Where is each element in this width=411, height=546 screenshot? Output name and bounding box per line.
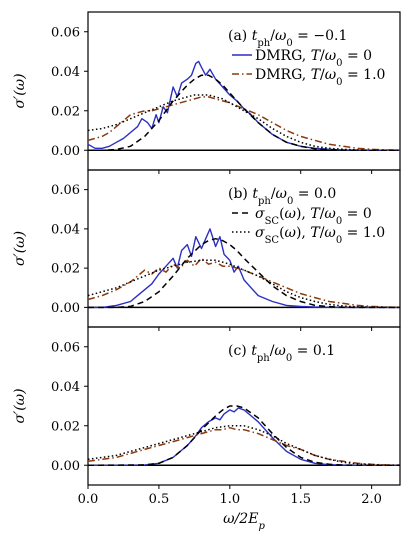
y-tick-label: 0.02: [51, 104, 80, 119]
series-line-a-3: [87, 94, 400, 152]
x-tick-label: 1.0: [219, 492, 240, 507]
y-axis-label: σ′(ω): [12, 73, 28, 108]
y-axis-label: σ′(ω): [12, 231, 28, 266]
legend-label: σSC(ω), T/ω0 = 1.0: [255, 225, 385, 246]
panel-annotation: (c) tph/ω0 = 0.1: [228, 343, 335, 364]
panel-frame: [87, 326, 401, 486]
series-line-a-2: [88, 74, 400, 152]
series-line-a-1: [87, 96, 401, 151]
x-tick-label: 1.5: [290, 492, 311, 507]
legend-label: σSC(ω), T/ω0 = 0: [255, 206, 372, 227]
y-tick-label: 0.00: [51, 144, 80, 159]
panel-annotation: (b) tph/ω0 = 0.0: [228, 186, 336, 207]
panel-annotation: (a) tph/ω0 = −0.1: [228, 28, 347, 49]
x-tick-label: 2.0: [361, 492, 382, 507]
panel-b: 0.000.020.040.06σ′(ω)(b) tph/ω0 = 0.0σSC…: [12, 169, 401, 331]
legend-label: DMRG, T/ω0 = 1.0: [255, 67, 385, 88]
panel-a: 0.000.020.040.06σ′(ω)(a) tph/ω0 = −0.1DM…: [12, 11, 401, 174]
y-tick-label: 0.04: [51, 65, 80, 80]
x-tick-label: 0.0: [78, 492, 99, 507]
legend-label: DMRG, T/ω0 = 0: [255, 48, 372, 69]
series-line-c-2: [87, 405, 400, 467]
x-axis-label: ω/2Ep: [223, 511, 265, 532]
y-axis-label: σ′(ω): [12, 388, 28, 423]
series-line-c-1: [87, 426, 401, 466]
series-line-c-0: [88, 407, 400, 466]
panel-c: 0.00 0.02 0.04 0.06 0.0 0.5 1.0 1.5 2.0 σ′(ω) (c) …: [12, 326, 401, 532]
y-tick-label: 0.06: [51, 183, 80, 198]
y-tick-label: 0.06: [51, 25, 80, 40]
x-tick-label: 0.5: [149, 492, 170, 507]
series-line-b-2: [88, 237, 400, 309]
series-line-c-3: [87, 425, 401, 467]
y-tick-label: 0.00: [51, 459, 80, 474]
y-tick-label: 0.04: [51, 380, 80, 395]
series-line-b-1: [87, 257, 401, 308]
series-line-b-3: [87, 259, 401, 309]
y-tick-label: 0.02: [51, 419, 80, 434]
y-tick-label: 0.06: [51, 340, 80, 355]
y-tick-label: 0.04: [51, 222, 80, 237]
series-line-b-0: [88, 228, 400, 309]
y-tick-label: 0.00: [51, 301, 80, 316]
y-tick-label: 0.02: [51, 262, 80, 277]
